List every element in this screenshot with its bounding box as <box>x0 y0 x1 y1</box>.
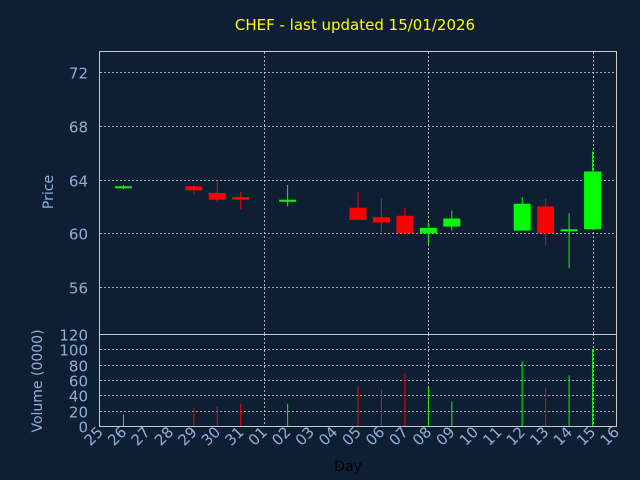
x-tick-label: 06 <box>362 423 388 449</box>
volume-tick-label: 20 <box>69 404 88 422</box>
x-tick-label: 29 <box>174 423 200 449</box>
x-tick-label: 15 <box>573 423 599 449</box>
candle-body <box>513 203 531 231</box>
candle-body <box>232 197 250 200</box>
candle-body <box>208 193 226 200</box>
x-tick-labels: 2526272829303101020304050607080910111213… <box>81 423 623 449</box>
volume-tick-label: 80 <box>69 358 88 376</box>
x-tick-label: 12 <box>503 423 529 449</box>
candle-body <box>372 217 390 223</box>
volume-tick-label: 100 <box>59 342 88 360</box>
candle-body <box>443 218 461 227</box>
candle-body <box>114 186 132 189</box>
volume-frame <box>99 334 617 427</box>
x-tick-label: 07 <box>386 423 412 449</box>
x-tick-label: 08 <box>409 423 435 449</box>
x-tick-label: 09 <box>432 423 458 449</box>
candle-body <box>185 186 203 191</box>
price-tick-label: 56 <box>69 280 88 298</box>
price-y-ticks: 56 60 64 68 72 <box>69 65 88 298</box>
candle-body <box>584 171 602 230</box>
price-panel: 56 60 64 68 72 Price <box>41 51 617 335</box>
x-tick-label: 05 <box>339 423 365 449</box>
x-tick-label: 04 <box>315 423 341 449</box>
x-tick-label: 02 <box>268 423 294 449</box>
x-tick-label: 28 <box>151 423 177 449</box>
candle-body <box>560 229 578 232</box>
x-tick-label: 10 <box>456 423 482 449</box>
candle-body <box>349 207 367 220</box>
x-axis-label: Day <box>334 459 362 475</box>
x-tick-label: 13 <box>526 423 552 449</box>
candle-body <box>279 199 297 202</box>
x-tick-label: 01 <box>245 423 271 449</box>
volume-tick-label: 0 <box>78 419 88 437</box>
chart-title: CHEF - last updated 15/01/2026 <box>235 16 475 34</box>
price-tick-label: 68 <box>69 119 88 137</box>
x-tick-label: 26 <box>104 423 130 449</box>
price-axis-label: Price <box>41 175 57 209</box>
candle-body <box>396 215 414 234</box>
x-tick-label: 11 <box>479 423 505 449</box>
x-tick-label: 30 <box>198 423 224 449</box>
x-tick-label: 16 <box>597 423 623 449</box>
volume-tick-label: 120 <box>59 327 88 345</box>
candle-body <box>419 227 437 234</box>
volume-bars <box>122 349 594 426</box>
volume-tick-label: 60 <box>69 373 88 391</box>
price-tick-label: 72 <box>69 65 88 83</box>
x-tick-label: 31 <box>221 423 247 449</box>
x-tick-label: 03 <box>292 423 318 449</box>
x-tick-label: 14 <box>550 423 576 449</box>
price-tick-label: 64 <box>69 173 88 191</box>
x-tick-label: 27 <box>128 423 154 449</box>
candle-body <box>537 206 555 234</box>
price-tick-label: 60 <box>69 226 88 244</box>
candles <box>114 151 602 269</box>
volume-axis-label: Volume (0000) <box>30 329 46 432</box>
volume-tick-label: 40 <box>69 388 88 406</box>
